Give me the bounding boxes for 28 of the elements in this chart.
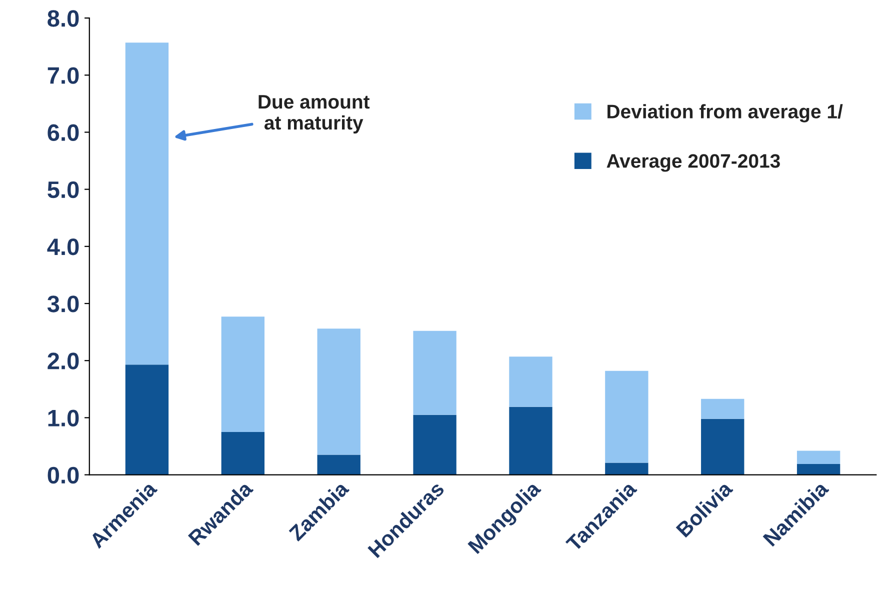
bar [413,330,456,415]
bar [509,356,552,407]
bar [701,398,744,419]
y-tick-label: 8.0 [48,10,79,27]
y-tick-label: 1.0 [48,410,79,426]
y-tick-label: 5.0 [48,181,79,198]
y-tick-label: 3.0 [47,296,79,312]
bar [796,464,840,475]
bar [413,414,456,475]
legend-label: Average 2007-2013 [606,154,780,172]
bar [796,450,840,464]
y-tick-label: 4.0 [47,238,79,256]
bar [605,370,648,463]
bar [701,418,744,475]
bar [317,328,360,455]
y-tick-label: 6.0 [48,124,79,142]
y-tick-label: 0.0 [48,466,79,484]
y-tick-label: 7.0 [48,67,79,84]
bar [221,432,264,475]
bar [317,454,360,475]
y-tick-label: 2.0 [48,352,79,370]
bar [605,462,648,475]
annotation: Due amount at maturity [258,95,370,134]
bar [125,364,169,475]
bar [221,316,264,432]
bar [125,42,169,365]
bar [509,406,552,475]
legend-label: Deviation from average 1/ [608,104,843,122]
